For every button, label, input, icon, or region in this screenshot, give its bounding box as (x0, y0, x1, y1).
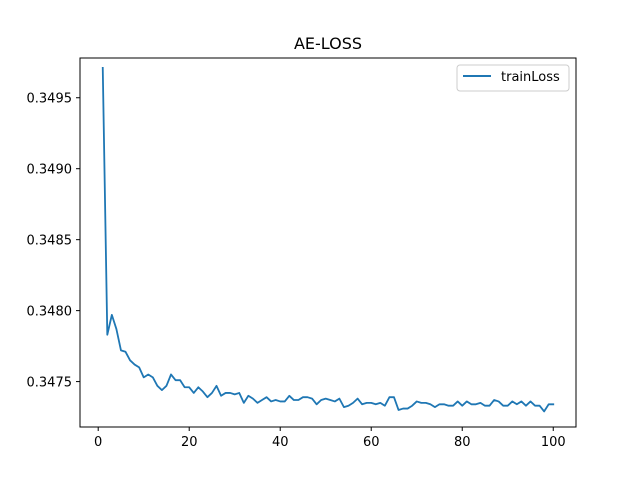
x-tick-label: 100 (541, 435, 566, 450)
y-tick-label: 0.3475 (27, 376, 73, 391)
legend-box (456, 64, 570, 92)
axes: 0 20 40 60 80 100 0.3475 0.3480 0.3485 0.3490 0.34… (27, 92, 566, 450)
series-layer (101, 67, 555, 413)
x-tick-label: 80 (454, 435, 471, 450)
x-tick-label: 20 (181, 435, 198, 450)
x-tick-label: 0 (94, 435, 102, 450)
x-tick-label: 60 (363, 435, 380, 450)
chart-title: AE-LOSS (294, 34, 362, 53)
series-line-trainloss (101, 67, 555, 413)
legend-label-trainloss: trainLoss (501, 70, 560, 85)
y-tick-label: 0.3480 (27, 305, 73, 320)
x-tick-label: 40 (272, 435, 289, 450)
y-tick-label: 0.3485 (27, 234, 73, 249)
plot-frame (79, 57, 577, 428)
legend: trainLoss (456, 64, 570, 92)
y-tick-label: 0.3490 (27, 163, 73, 178)
y-tick-label: 0.3495 (27, 92, 73, 107)
